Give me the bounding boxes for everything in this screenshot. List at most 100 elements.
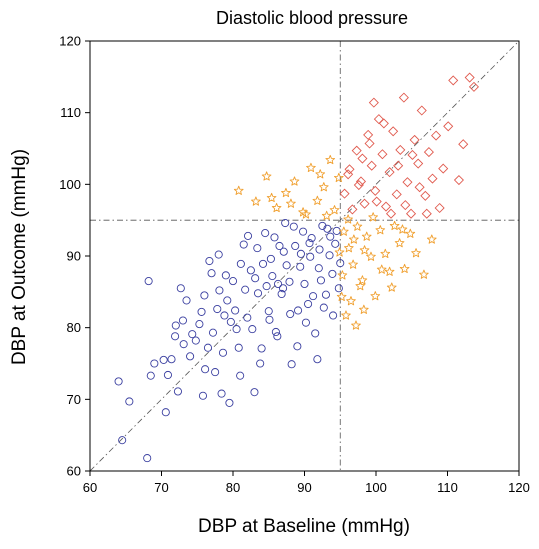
series-diamond bbox=[339, 72, 479, 219]
data-point-star bbox=[389, 220, 400, 231]
x-tick-label: 70 bbox=[154, 480, 168, 495]
data-point-circle bbox=[300, 279, 309, 289]
data-point-circle bbox=[223, 296, 232, 305]
data-point-diamond bbox=[395, 144, 406, 155]
data-point-star bbox=[405, 228, 416, 238]
data-point-star bbox=[375, 225, 386, 235]
data-point-circle bbox=[314, 264, 323, 273]
data-point-circle bbox=[256, 359, 265, 368]
data-point-diamond bbox=[359, 198, 370, 209]
data-point-star bbox=[306, 162, 316, 173]
data-point-circle bbox=[173, 387, 182, 396]
data-point-circle bbox=[319, 303, 328, 312]
data-point-circle bbox=[264, 307, 273, 316]
data-point-diamond bbox=[343, 169, 354, 180]
data-point-circle bbox=[125, 397, 134, 406]
x-tick-label: 120 bbox=[508, 480, 530, 495]
data-point-star bbox=[251, 196, 261, 206]
data-point-diamond bbox=[405, 208, 417, 219]
data-point-diamond bbox=[409, 134, 420, 145]
data-point-star bbox=[386, 282, 397, 292]
data-point-star bbox=[315, 169, 326, 179]
data-point-diamond bbox=[414, 182, 425, 193]
data-point-star bbox=[368, 212, 378, 222]
data-point-circle bbox=[271, 327, 280, 337]
data-point-star bbox=[366, 251, 376, 261]
data-point-star bbox=[419, 269, 429, 279]
data-point-star bbox=[329, 205, 340, 215]
data-point-diamond bbox=[413, 158, 424, 169]
data-point-circle bbox=[200, 291, 209, 300]
data-point-star bbox=[261, 171, 272, 181]
data-point-circle bbox=[188, 330, 197, 339]
data-point-star bbox=[359, 245, 370, 255]
data-point-circle bbox=[294, 306, 303, 315]
data-point-star bbox=[271, 202, 282, 213]
data-point-star bbox=[312, 195, 323, 205]
data-point-circle bbox=[296, 249, 305, 258]
data-point-diamond bbox=[400, 200, 411, 211]
data-point-star bbox=[334, 172, 344, 183]
data-point-circle bbox=[334, 284, 343, 293]
x-tick-label: 60 bbox=[83, 480, 97, 495]
data-point-diamond bbox=[453, 174, 464, 186]
data-point-diamond bbox=[427, 173, 438, 184]
data-point-circle bbox=[336, 259, 345, 268]
data-point-circle bbox=[307, 234, 316, 243]
data-point-circle bbox=[217, 389, 226, 398]
y-tick-label: 110 bbox=[60, 105, 81, 120]
plot-area: 60 70 80 90 100 110 120 60 70 80 90 100 110 120 bbox=[59, 34, 530, 496]
data-point-star bbox=[361, 231, 372, 241]
data-point-star bbox=[394, 238, 405, 248]
data-point-circle bbox=[214, 250, 223, 259]
data-point-circle bbox=[293, 342, 302, 351]
data-point-circle bbox=[236, 259, 245, 268]
data-point-star bbox=[351, 320, 361, 330]
data-point-circle bbox=[261, 229, 270, 238]
chart-title: Diastolic blood pressure bbox=[216, 8, 408, 28]
data-point-diamond bbox=[363, 129, 374, 140]
data-point-circle bbox=[176, 284, 185, 293]
data-point-star bbox=[321, 210, 332, 221]
data-point-circle bbox=[203, 343, 213, 352]
data-point-diamond bbox=[355, 176, 367, 187]
data-point-circle bbox=[277, 289, 286, 299]
data-point-circle bbox=[143, 454, 152, 463]
data-point-diamond bbox=[368, 97, 379, 108]
data-point-star bbox=[281, 187, 291, 198]
data-point-diamond bbox=[434, 202, 445, 214]
data-point-circle bbox=[208, 328, 218, 337]
x-tick-label: 100 bbox=[365, 480, 387, 495]
data-point-diamond bbox=[468, 81, 479, 92]
y-tick-label: 60 bbox=[67, 464, 81, 479]
data-point-circle bbox=[321, 290, 331, 299]
data-point-circle bbox=[225, 398, 234, 407]
data-point-diamond bbox=[393, 160, 404, 171]
data-point-circle bbox=[178, 316, 187, 325]
data-point-star bbox=[359, 304, 369, 314]
data-point-circle bbox=[266, 254, 275, 263]
data-point-circle bbox=[291, 241, 300, 251]
data-point-diamond bbox=[421, 208, 432, 219]
data-point-diamond bbox=[385, 208, 397, 219]
series-circle bbox=[114, 218, 345, 463]
data-point-star bbox=[346, 296, 356, 306]
data-point-circle bbox=[182, 296, 191, 305]
data-point-star bbox=[301, 209, 311, 219]
data-point-diamond bbox=[371, 196, 382, 207]
data-point-diamond bbox=[353, 180, 364, 191]
data-point-circle bbox=[114, 377, 123, 386]
data-point-circle bbox=[287, 360, 296, 369]
data-point-circle bbox=[299, 227, 308, 236]
data-point-star bbox=[233, 185, 244, 195]
y-tick-label: 70 bbox=[67, 392, 81, 407]
data-point-circle bbox=[329, 311, 338, 320]
x-axis-label: DBP at Baseline (mmHg) bbox=[198, 516, 410, 537]
data-point-circle bbox=[323, 224, 332, 233]
data-point-circle bbox=[195, 320, 204, 329]
data-point-circle bbox=[257, 344, 266, 353]
data-point-circle bbox=[236, 371, 245, 380]
data-point-circle bbox=[279, 247, 288, 256]
data-point-diamond bbox=[416, 105, 427, 116]
